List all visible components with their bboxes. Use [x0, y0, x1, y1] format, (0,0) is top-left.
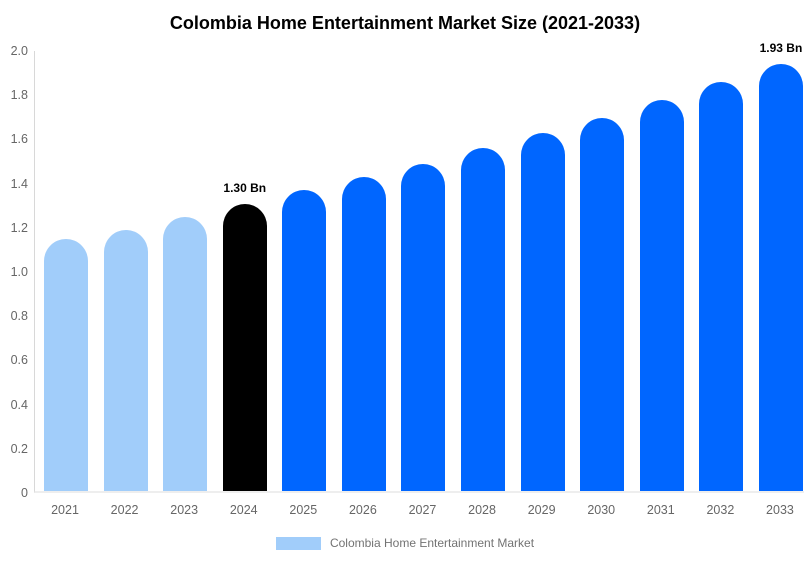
x-tick-label-2026: 2026 [348, 503, 377, 517]
bars-container: 1.30 Bn 1.93 Bn [35, 41, 804, 491]
x-tick-label-2032: 2032 [706, 503, 735, 517]
x-tick-label-2031: 2031 [646, 503, 675, 517]
x-tick-label-2028: 2028 [468, 503, 496, 517]
bar-2025[interactable] [282, 190, 327, 491]
x-tick-label-2033: 2033 [766, 503, 794, 517]
y-tick-label: 0.8 [10, 309, 28, 324]
bar-2032[interactable] [699, 82, 744, 491]
y-tick-label: 0.6 [10, 353, 28, 368]
y-tick-label: 2.0 [10, 44, 28, 58]
x-tick-label-2024: 2024 [229, 503, 258, 517]
bar-2028[interactable] [461, 148, 506, 491]
y-tick-label: 1.0 [10, 265, 28, 279]
bar-2026[interactable] [341, 177, 386, 491]
legend[interactable]: Colombia Home Entertainment Market [0, 536, 810, 550]
y-tick-label: 0 [21, 486, 28, 500]
bar-2027[interactable] [401, 163, 446, 491]
chart-title: Colombia Home Entertainment Market Size … [169, 13, 641, 33]
x-tick-label-2021: 2021 [51, 503, 79, 517]
bar-2029[interactable] [520, 132, 565, 491]
bar-value-label-2024: 1.30 Bn [223, 180, 267, 195]
x-tick-label-2030: 2030 [587, 503, 616, 517]
y-tick-label: 1.6 [10, 132, 28, 147]
y-tick-label: 0.4 [10, 397, 28, 412]
plot-area: 1.30 Bn 1.93 Bn [34, 41, 804, 493]
bar-2024[interactable] [222, 203, 267, 491]
legend-swatch [275, 536, 321, 550]
y-tick-label: 1.4 [10, 176, 28, 191]
bar-2023[interactable] [163, 216, 208, 491]
bar-2030[interactable] [580, 117, 625, 491]
x-tick-label-2025: 2025 [289, 503, 318, 517]
y-tick-label: 1.2 [10, 220, 28, 235]
legend-label: Colombia Home Entertainment Market [329, 536, 535, 550]
x-tick-label-2027: 2027 [408, 503, 437, 517]
bar-2031[interactable] [639, 99, 684, 491]
x-tick-label-2022: 2022 [110, 503, 139, 517]
bar-2021[interactable] [44, 239, 88, 491]
bar-2033[interactable] [758, 64, 803, 491]
y-tick-label: 1.8 [10, 88, 28, 103]
y-tick-label: 0.2 [10, 441, 28, 456]
bar-value-label-2033: 1.93 Bn [759, 41, 803, 56]
x-tick-label-2029: 2029 [527, 503, 556, 517]
bar-2022[interactable] [103, 230, 148, 491]
x-tick-label-2023: 2023 [170, 503, 199, 517]
